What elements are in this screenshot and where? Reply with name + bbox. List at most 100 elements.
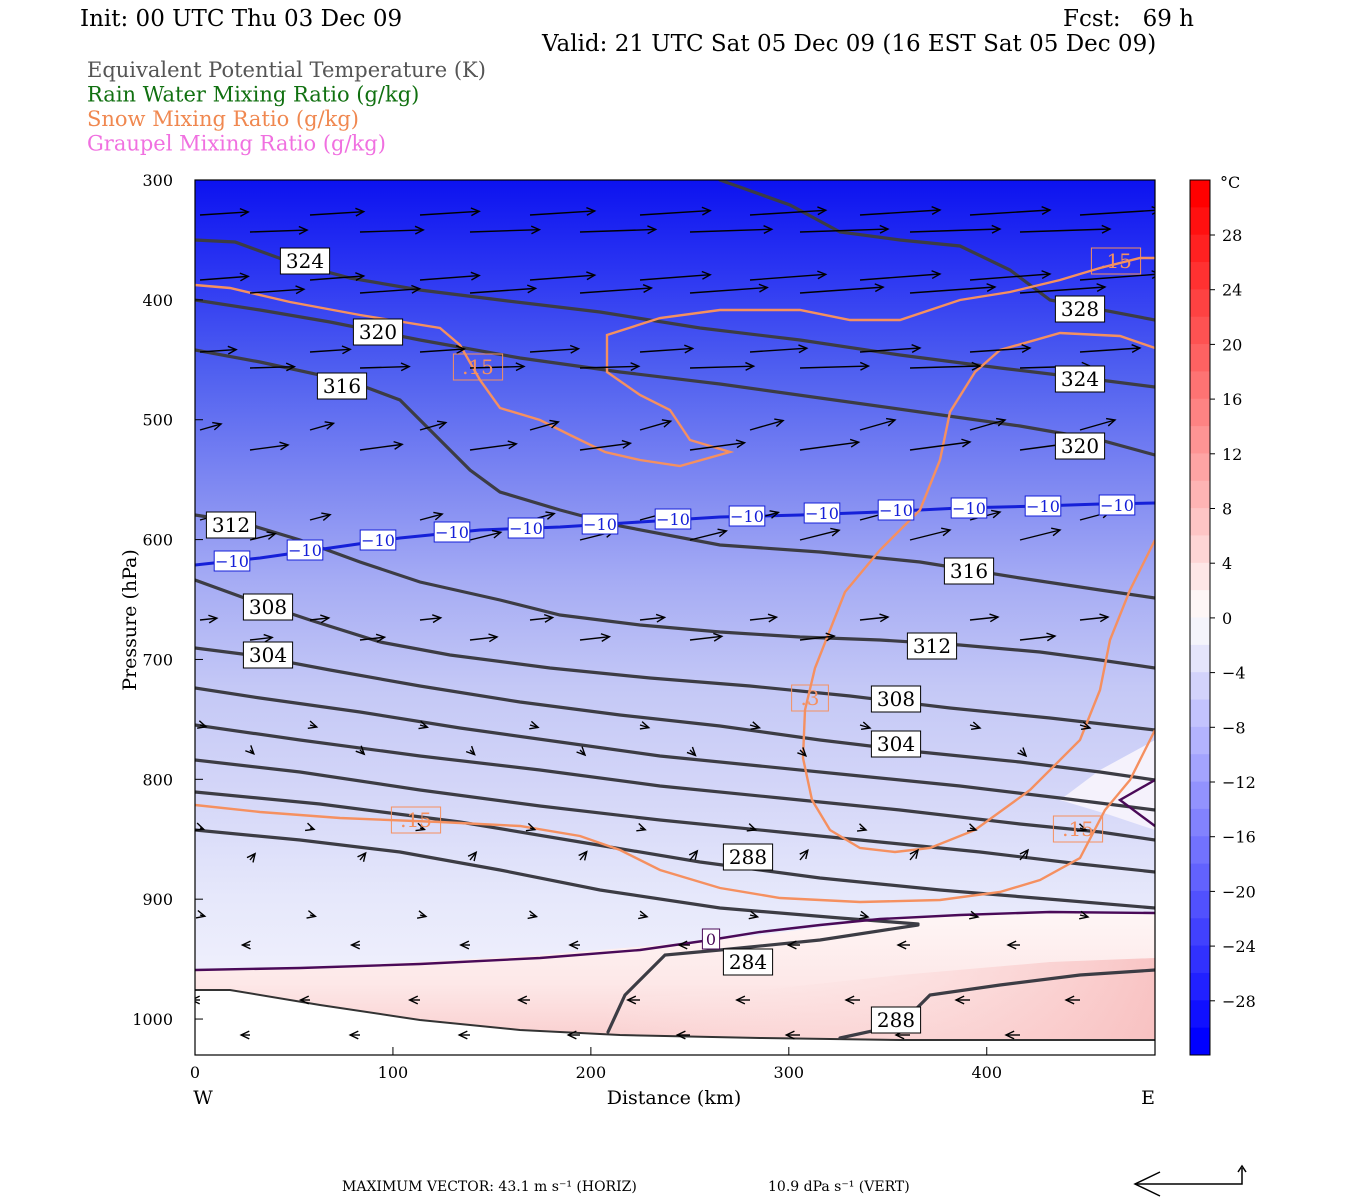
wind-vector-head bbox=[195, 909, 207, 919]
wind-vector-head bbox=[797, 747, 808, 758]
theta-e-label: 324 bbox=[286, 249, 324, 273]
y-tick-label: 800 bbox=[142, 770, 173, 789]
wind-vector bbox=[249, 288, 304, 294]
colorbar-swatch bbox=[1190, 672, 1210, 701]
wind-vector bbox=[529, 348, 579, 353]
isotherm-label: −10 bbox=[1100, 496, 1134, 515]
wind-vector-head bbox=[467, 851, 478, 862]
wind-vector bbox=[909, 286, 996, 294]
surface-line bbox=[195, 989, 1155, 1041]
y-axis-label: Pressure (hPa) bbox=[119, 549, 141, 691]
wind-vector-head bbox=[1046, 632, 1057, 642]
colorbar-tick-label: 8 bbox=[1222, 500, 1232, 519]
theta-e-label-box bbox=[722, 948, 774, 976]
wind-vector bbox=[799, 635, 835, 641]
wind-vector-head bbox=[415, 822, 426, 832]
theta-e-label: 324 bbox=[1061, 367, 1099, 391]
wind-vector-head bbox=[886, 417, 897, 427]
theta-e-label: 288 bbox=[877, 1008, 915, 1032]
colorbar-unit: °C bbox=[1220, 173, 1240, 192]
snow-label-box bbox=[1090, 247, 1142, 275]
colorbar-swatch bbox=[1190, 344, 1210, 372]
theta-e-label: 312 bbox=[913, 634, 951, 658]
wind-vector bbox=[249, 532, 276, 541]
wind-vector-head bbox=[569, 344, 581, 354]
x-tick-label: 400 bbox=[971, 1063, 1002, 1082]
wind-vector bbox=[799, 849, 809, 861]
wind-vector bbox=[1079, 616, 1109, 621]
wind-vector-head bbox=[341, 345, 352, 355]
forecast-hour: Fcst: 69 h bbox=[1063, 6, 1194, 32]
wind-vector bbox=[469, 228, 540, 233]
wind-vector-head bbox=[825, 632, 836, 642]
wind-vector-head bbox=[1099, 613, 1110, 623]
colorbar-tick-label: −28 bbox=[1222, 992, 1256, 1011]
isotherm-label: −10 bbox=[361, 531, 395, 550]
theta-e-label: 288 bbox=[729, 845, 767, 869]
wind-vector bbox=[579, 635, 610, 641]
snow-label-box bbox=[390, 806, 442, 834]
wind-vector bbox=[689, 442, 745, 451]
wind-vector bbox=[639, 347, 693, 353]
wind-vector-head bbox=[849, 438, 861, 448]
wind-vector-head bbox=[414, 225, 425, 235]
wind-vector-head bbox=[1080, 721, 1092, 731]
snow-label: .15 bbox=[1100, 249, 1132, 273]
wind-vector-head bbox=[989, 613, 1000, 623]
wind-vector-head bbox=[355, 745, 366, 756]
wind-vector-head bbox=[1106, 417, 1117, 427]
wind-vector bbox=[689, 635, 722, 641]
wind-vector-head bbox=[717, 528, 728, 538]
wind-vector-head bbox=[686, 746, 697, 757]
wind-vector bbox=[799, 365, 869, 369]
theta-e-label: 304 bbox=[877, 732, 915, 756]
wind-vector bbox=[199, 617, 217, 621]
wind-vector bbox=[529, 421, 559, 431]
wind-vector bbox=[419, 421, 447, 431]
wind-vector bbox=[579, 365, 639, 369]
wind-vector-head bbox=[799, 848, 809, 860]
isotherm-label-box bbox=[803, 502, 841, 524]
y-tick-label: 700 bbox=[142, 650, 173, 669]
wind-vector-head bbox=[470, 207, 481, 217]
wind-vector bbox=[689, 530, 727, 541]
wind-vector-head bbox=[784, 1030, 795, 1040]
wind-vector bbox=[469, 636, 498, 641]
isotherm-label: −10 bbox=[215, 552, 249, 571]
wind-vector-head bbox=[245, 745, 255, 755]
wind-vector-head bbox=[684, 344, 695, 354]
colorbar-tick-label: 20 bbox=[1222, 335, 1242, 354]
wind-vector bbox=[469, 851, 477, 861]
wind-vector bbox=[199, 211, 249, 216]
theta-e-contour bbox=[195, 828, 920, 926]
theta-e-contour bbox=[606, 923, 920, 1034]
wind-vector-head bbox=[859, 910, 870, 920]
snow-label: .15 bbox=[462, 355, 494, 379]
colorbar-swatch bbox=[1190, 262, 1210, 290]
theta-e-label: 308 bbox=[877, 687, 915, 711]
theta-e-label: 316 bbox=[323, 374, 361, 398]
wind-vector bbox=[859, 273, 941, 281]
colorbar-swatch bbox=[1190, 289, 1210, 318]
theta-e-label-box bbox=[1054, 365, 1106, 393]
wind-vector bbox=[469, 443, 517, 451]
wind-vector-head bbox=[578, 850, 588, 861]
wind-vector-head bbox=[909, 848, 920, 859]
wind-vector bbox=[689, 850, 698, 861]
colorbar-swatch bbox=[1190, 562, 1210, 591]
wind-vector-head bbox=[455, 345, 467, 355]
wind-vector-head bbox=[375, 633, 387, 643]
wind-vector-head bbox=[418, 720, 429, 730]
theta-e-contour bbox=[195, 758, 1155, 874]
wind-vector-head bbox=[971, 361, 982, 371]
wind-vector-head bbox=[996, 417, 1007, 427]
isotherm-label-box bbox=[728, 505, 766, 527]
wind-vector bbox=[1019, 849, 1029, 861]
y-tick-label: 400 bbox=[142, 291, 173, 310]
wind-vector-head bbox=[1096, 283, 1107, 293]
wind-vector bbox=[469, 287, 536, 294]
isotherm-label-box bbox=[654, 508, 692, 530]
wind-vector-head bbox=[830, 527, 841, 537]
wind-vector bbox=[799, 529, 840, 541]
